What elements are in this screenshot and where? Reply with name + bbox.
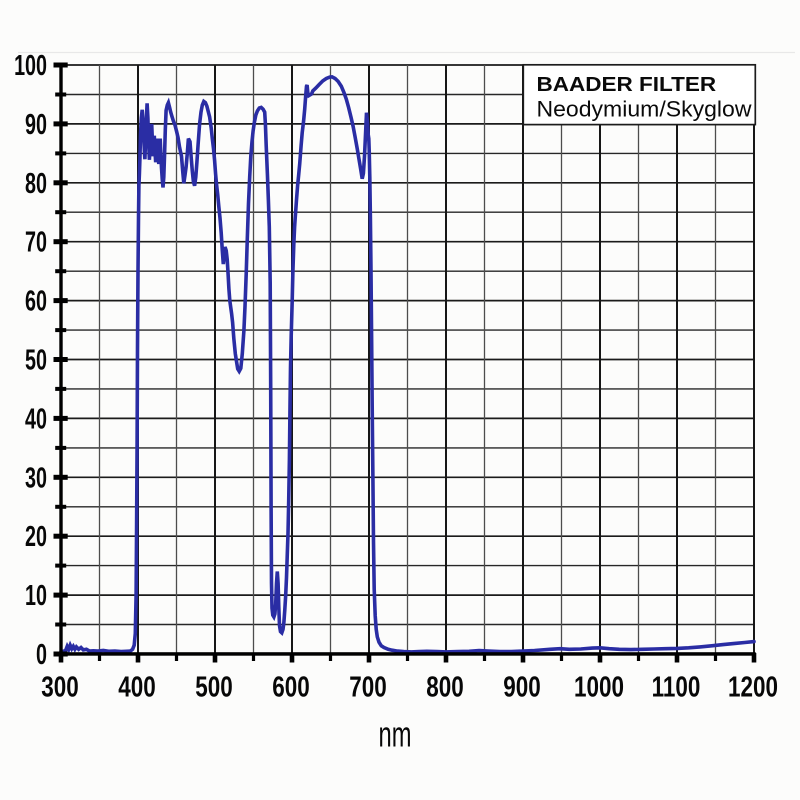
svg-text:500: 500 bbox=[195, 672, 232, 703]
svg-text:600: 600 bbox=[272, 672, 309, 703]
svg-text:0: 0 bbox=[36, 640, 47, 671]
svg-text:30: 30 bbox=[25, 463, 47, 494]
svg-text:100: 100 bbox=[14, 51, 47, 82]
svg-text:nm: nm bbox=[379, 713, 412, 755]
svg-text:300: 300 bbox=[41, 672, 78, 703]
svg-text:400: 400 bbox=[118, 672, 155, 703]
svg-text:70: 70 bbox=[25, 227, 47, 258]
svg-text:Neodymium/Skyglow: Neodymium/Skyglow bbox=[537, 97, 753, 121]
svg-text:1100: 1100 bbox=[652, 672, 701, 703]
svg-text:900: 900 bbox=[503, 672, 540, 703]
svg-text:10: 10 bbox=[25, 581, 47, 612]
svg-text:800: 800 bbox=[426, 672, 463, 703]
svg-text:20: 20 bbox=[25, 522, 47, 553]
svg-text:60: 60 bbox=[25, 286, 47, 317]
svg-text:50: 50 bbox=[25, 345, 47, 376]
svg-text:90: 90 bbox=[25, 109, 47, 140]
svg-text:1000: 1000 bbox=[574, 672, 624, 703]
svg-text:80: 80 bbox=[25, 168, 47, 199]
svg-text:700: 700 bbox=[349, 672, 386, 703]
svg-text:1200: 1200 bbox=[728, 672, 778, 703]
svg-text:40: 40 bbox=[25, 404, 47, 435]
svg-text:BAADER FILTER: BAADER FILTER bbox=[537, 73, 717, 96]
